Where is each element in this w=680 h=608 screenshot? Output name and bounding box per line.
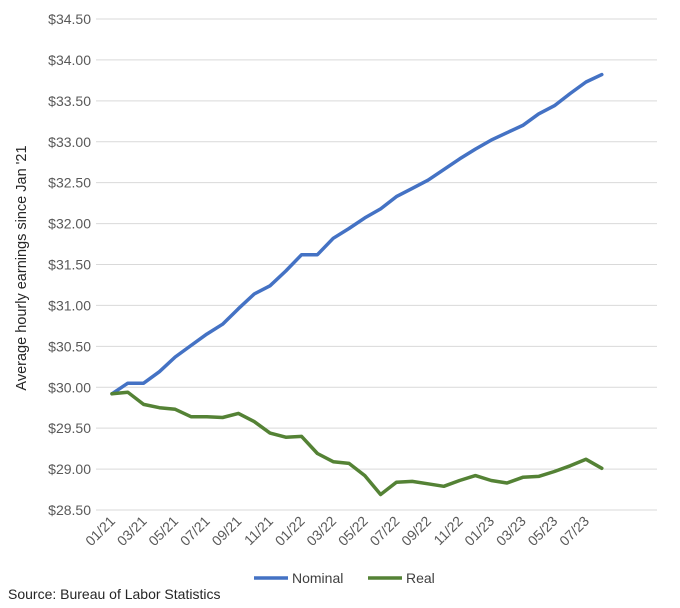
x-tick-label: 07/22 <box>366 513 402 549</box>
x-tick-label: 01/23 <box>461 513 497 549</box>
y-tick-label: $31.00 <box>48 297 91 313</box>
x-tick-label: 09/22 <box>398 513 434 549</box>
legend: Nominal Real <box>254 570 435 586</box>
legend-label-nominal: Nominal <box>292 570 343 586</box>
y-tick-label: $29.50 <box>48 420 91 436</box>
y-axis-ticks: $28.50 $29.00 $29.50 $30.00 $30.50 $31.00 $31.… <box>48 11 91 518</box>
y-axis-label: Average hourly earnings since Jan '21 <box>14 145 30 390</box>
y-tick-label: $29.00 <box>48 461 91 477</box>
x-tick-label: 07/23 <box>556 513 592 549</box>
series-line-real <box>110 390 604 497</box>
y-tick-label: $30.50 <box>48 338 91 354</box>
y-tick-label: $32.50 <box>48 175 91 191</box>
y-tick-label: $28.50 <box>48 502 91 518</box>
y-tick-label: $31.50 <box>48 257 91 273</box>
series-line-nominal <box>110 72 604 396</box>
y-tick-label: $33.00 <box>48 134 91 150</box>
x-tick-label: 05/22 <box>335 513 371 549</box>
y-tick-label: $32.00 <box>48 216 91 232</box>
y-tick-label: $34.50 <box>48 11 91 27</box>
x-tick-label: 03/22 <box>303 513 339 549</box>
x-tick-label: 11/21 <box>241 513 277 549</box>
x-tick-label: 03/21 <box>114 513 150 549</box>
x-tick-label: 05/21 <box>145 513 181 549</box>
legend-label-real: Real <box>406 570 435 586</box>
source-note: Source: Bureau of Labor Statistics <box>8 586 221 602</box>
y-tick-label: $34.00 <box>48 52 91 68</box>
x-tick-label: 01/21 <box>82 513 118 549</box>
series-lines <box>110 72 604 497</box>
x-tick-label: 09/21 <box>208 513 244 549</box>
x-tick-label: 11/22 <box>430 513 466 549</box>
x-axis-ticks: 01/2103/2105/2107/2109/2111/2101/2203/22… <box>82 513 592 549</box>
x-tick-label: 07/21 <box>177 513 213 549</box>
x-tick-label: 01/22 <box>272 513 308 549</box>
y-tick-label: $30.00 <box>48 379 91 395</box>
x-tick-label: 03/23 <box>493 513 529 549</box>
x-tick-label: 05/23 <box>524 513 560 549</box>
y-tick-label: $33.50 <box>48 93 91 109</box>
gridlines <box>96 18 657 511</box>
